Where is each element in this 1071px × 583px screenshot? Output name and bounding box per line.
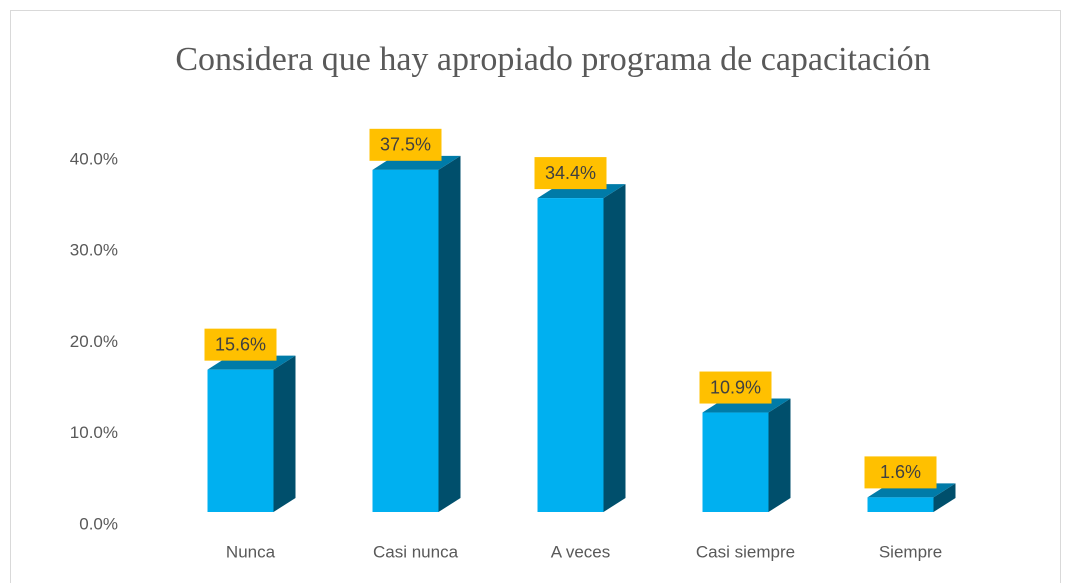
- x-tick-label: Casi nunca: [373, 542, 459, 561]
- y-tick-label: 20.0%: [70, 332, 118, 351]
- value-label-box: [534, 157, 607, 190]
- x-tick-label: Casi siempre: [696, 542, 795, 561]
- y-tick-label: 10.0%: [70, 423, 118, 442]
- value-label-box: [864, 456, 937, 489]
- bar-side: [768, 398, 791, 512]
- x-tick-label: Nunca: [226, 542, 276, 561]
- bar-side: [273, 355, 296, 512]
- bar: [867, 497, 934, 512]
- bar: [537, 198, 604, 512]
- value-label-box: [369, 128, 442, 161]
- value-label: 10.9%: [710, 377, 761, 397]
- value-label-box: [204, 328, 277, 361]
- bar: [207, 369, 274, 512]
- x-tick-label: Siempre: [879, 542, 942, 561]
- value-label-box: [699, 371, 772, 404]
- bar-side: [933, 483, 956, 512]
- value-label: 15.6%: [215, 334, 266, 354]
- y-tick-label: 0.0%: [79, 514, 118, 533]
- y-tick-label: 30.0%: [70, 241, 118, 260]
- value-label: 34.4%: [545, 163, 596, 183]
- bar-side: [603, 184, 626, 512]
- bar-side: [438, 155, 461, 512]
- bar: [702, 412, 769, 512]
- chart-title: Considera que hay apropiado programa de …: [175, 41, 930, 78]
- y-tick-label: 40.0%: [70, 149, 118, 168]
- bar: [372, 169, 439, 512]
- value-label: 37.5%: [380, 135, 431, 155]
- value-label: 1.6%: [880, 462, 921, 482]
- x-tick-label: A veces: [551, 542, 611, 561]
